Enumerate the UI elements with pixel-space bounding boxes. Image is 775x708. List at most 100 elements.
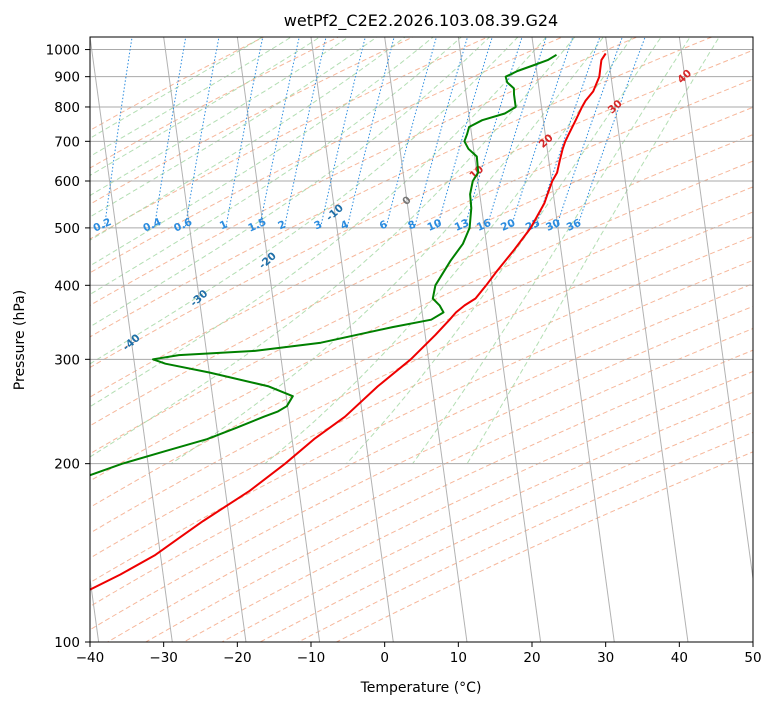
y-tick-label: 900 — [54, 70, 80, 86]
line-labels: 0.10.20.40.611.52346810131620253036-100-… — [0, 67, 694, 462]
mixing-ratio-label: 6 — [378, 218, 390, 232]
x-tick-label: 40 — [671, 650, 688, 666]
x-tick-label: 0 — [380, 650, 389, 666]
dry-adiabat — [90, 37, 489, 240]
moist-adiabat — [264, 37, 633, 465]
moist-adiabat — [90, 37, 293, 158]
isotherm-label: 0 — [400, 194, 413, 208]
dry-adiabat — [90, 283, 753, 608]
mixing-ratio-label: 4 — [339, 218, 351, 232]
dry-adiabat — [90, 106, 753, 427]
moist-adiabat — [466, 37, 720, 464]
mixing-ratio-line — [346, 37, 395, 229]
x-axis: −40 −30 −20 −10 0 10 20 30 40 50 — [76, 642, 762, 666]
mixing-ratio-label: 30 — [544, 217, 562, 234]
dry-adiabat — [90, 49, 753, 369]
y-tick-label: 100 — [54, 635, 80, 651]
y-tick-label: 600 — [54, 174, 80, 190]
y-tick-label: 700 — [54, 134, 80, 150]
mixing-ratio-label: 2 — [276, 218, 288, 232]
dry-adiabat — [90, 37, 714, 338]
moist-adiabat — [90, 37, 350, 197]
mixing-ratio-label: 16 — [475, 217, 493, 234]
mixing-ratio-label: 1 — [218, 218, 230, 232]
isotherm-label: 30 — [606, 98, 625, 117]
mixing-ratio-line — [464, 37, 523, 229]
isotherm — [310, 37, 394, 642]
mixing-ratio-line — [385, 37, 437, 229]
y-tick-label: 500 — [54, 221, 80, 237]
mixing-ratio-label: 10 — [425, 217, 443, 234]
mixing-ratio-line — [535, 37, 601, 229]
isotherm-label: -20 — [257, 250, 279, 272]
chart-title: wetPf2_C2E2.2026.103.08.39.G24 — [284, 11, 558, 31]
mixing-ratio-lines — [103, 37, 646, 229]
mixing-ratio-line — [225, 37, 264, 228]
moist-adiabat — [346, 37, 662, 465]
y-tick-label: 1000 — [46, 43, 80, 59]
mixing-ratio-line — [436, 37, 493, 229]
isotherm-label: -60 — [0, 440, 10, 462]
mixing-ratio-label: 0.2 — [91, 216, 113, 235]
isotherm-label: -40 — [121, 332, 143, 354]
dewpoint-profile — [90, 53, 558, 477]
dry-adiabat — [182, 370, 753, 642]
mixing-ratio-label: 0.6 — [172, 216, 194, 235]
mixing-ratio-label: 3 — [312, 218, 324, 232]
moist-adiabat — [90, 37, 434, 267]
x-tick-label: −30 — [149, 650, 178, 666]
x-tick-label: 50 — [744, 650, 761, 666]
dry-adiabat — [90, 37, 340, 169]
isotherm — [531, 37, 615, 642]
x-tick-label: −20 — [223, 650, 252, 666]
mixing-ratio-line — [153, 37, 187, 228]
isotherm-label: -50 — [54, 385, 76, 407]
mixing-ratio-line — [103, 37, 133, 228]
y-tick-label: 800 — [54, 100, 80, 116]
y-axis: 1000 900 800 700 600 500 400 300 200 100 — [46, 43, 90, 651]
moist-adiabat — [90, 37, 264, 139]
isotherm — [236, 37, 321, 642]
moist-adiabats — [90, 37, 720, 465]
mixing-ratio-label: 20 — [499, 217, 517, 234]
dry-adiabat — [90, 259, 753, 584]
dry-adiabat — [144, 349, 753, 642]
moist-adiabat — [170, 37, 605, 465]
x-tick-label: −10 — [297, 650, 326, 666]
temperature-profile — [90, 52, 607, 591]
dry-adiabat — [335, 451, 753, 642]
x-tick-label: 10 — [450, 650, 467, 666]
isotherm — [605, 37, 689, 642]
mixing-ratio-label: 1.5 — [246, 216, 268, 235]
plot-frame — [89, 36, 754, 643]
dry-adiabat — [90, 37, 415, 205]
dry-adiabat — [220, 391, 753, 642]
mixing-ratio-label: 8 — [406, 218, 418, 232]
mixing-ratio-line — [259, 37, 300, 228]
isotherm — [457, 37, 542, 642]
dry-adiabat — [90, 37, 639, 306]
isotherm — [90, 37, 173, 642]
moist-adiabat — [412, 37, 691, 464]
mixing-ratio-line — [414, 37, 469, 229]
isotherm — [163, 37, 247, 642]
y-tick-label: 200 — [54, 457, 80, 473]
plot-area: 0.10.20.40.611.52346810131620253036-100-… — [0, 37, 753, 642]
isotherm — [752, 37, 753, 41]
x-axis-label: Temperature (°C) — [360, 680, 482, 696]
y-axis-label: Pressure (hPa) — [12, 290, 28, 390]
y-tick-label: 300 — [54, 352, 80, 368]
isotherm — [678, 37, 753, 583]
mixing-ratio-line — [184, 37, 220, 228]
mixing-ratio-line — [320, 37, 366, 229]
moist-adiabat — [90, 37, 576, 458]
pressure-gridlines — [90, 49, 753, 642]
mixing-ratio-line — [576, 37, 646, 229]
isotherm — [384, 37, 468, 642]
x-tick-label: 20 — [523, 650, 540, 666]
moist-adiabat — [90, 37, 378, 218]
mixing-ratio-label: 36 — [565, 217, 583, 234]
y-tick-label: 400 — [54, 278, 80, 294]
mixing-ratio-label: 0.4 — [141, 216, 163, 235]
